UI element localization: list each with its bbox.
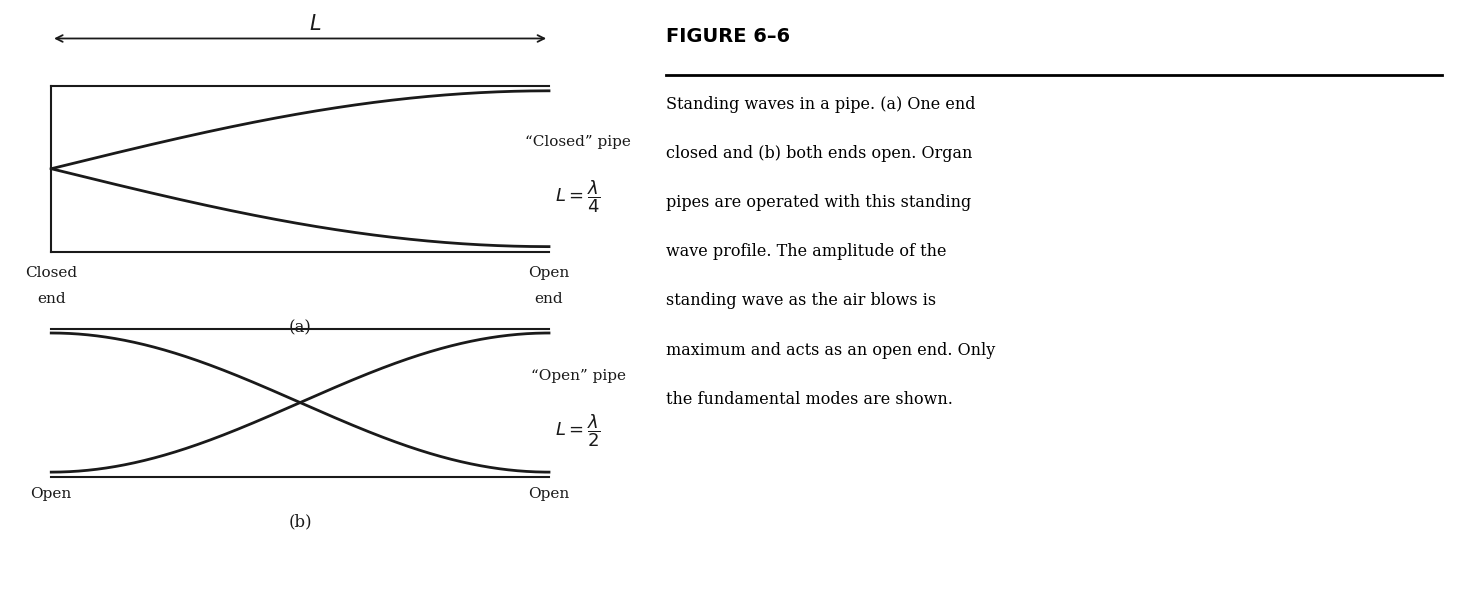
Text: the fundamental modes are shown.: the fundamental modes are shown. (666, 391, 953, 408)
Text: end: end (37, 292, 66, 306)
Text: $L$: $L$ (309, 14, 321, 34)
Text: pipes are operated with this standing: pipes are operated with this standing (666, 194, 972, 211)
Text: $L = \dfrac{\lambda}{4}$: $L = \dfrac{\lambda}{4}$ (555, 179, 602, 215)
Text: end: end (534, 292, 564, 306)
Text: wave profile. The amplitude of the: wave profile. The amplitude of the (666, 243, 947, 260)
Text: FIGURE 6–6: FIGURE 6–6 (666, 27, 791, 46)
Text: Open: Open (529, 487, 569, 501)
Text: “Closed” pipe: “Closed” pipe (526, 135, 631, 149)
Text: closed and (b) both ends open. Organ: closed and (b) both ends open. Organ (666, 145, 972, 162)
Text: Open: Open (31, 487, 72, 501)
Text: (a): (a) (288, 320, 312, 337)
Text: (b): (b) (288, 513, 312, 530)
Text: Closed: Closed (25, 266, 78, 281)
Text: standing wave as the air blows is: standing wave as the air blows is (666, 292, 937, 310)
Text: maximum and acts as an open end. Only: maximum and acts as an open end. Only (666, 342, 996, 359)
Text: Standing waves in a pipe. (a) One end: Standing waves in a pipe. (a) One end (666, 96, 975, 113)
Text: Open: Open (529, 266, 569, 281)
Text: “Open” pipe: “Open” pipe (531, 369, 625, 383)
Text: $L = \dfrac{\lambda}{2}$: $L = \dfrac{\lambda}{2}$ (555, 413, 602, 449)
